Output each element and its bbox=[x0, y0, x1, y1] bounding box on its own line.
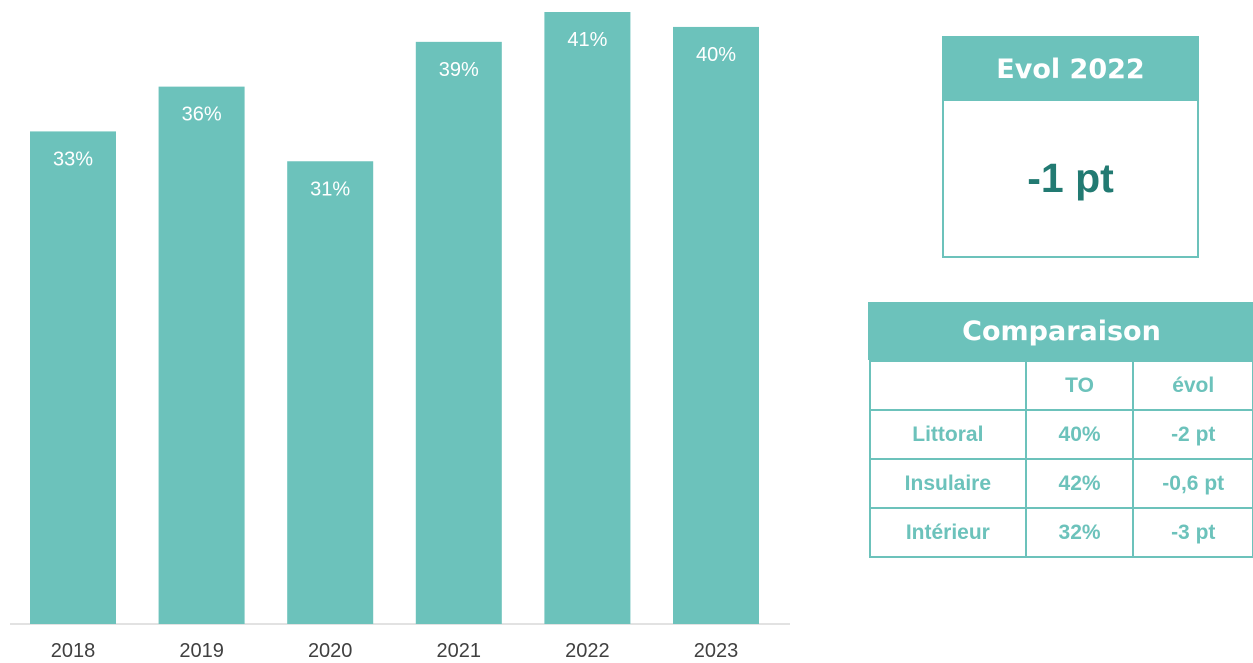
data-label: 39% bbox=[439, 59, 479, 81]
evol-title: Evol 2022 bbox=[944, 38, 1197, 101]
to-cell: 40% bbox=[1024, 409, 1135, 460]
evol-card: Evol 2022 -1 pt bbox=[942, 36, 1199, 258]
bar-2018 bbox=[30, 131, 116, 625]
x-tick-label: 2018 bbox=[51, 640, 96, 662]
table-row: Intérieur 32% -3 pt bbox=[869, 507, 1253, 558]
header-cell: évol bbox=[1132, 360, 1253, 411]
x-tick-labels-group: 2018 2019 2020 2021 2022 2023 bbox=[51, 640, 739, 662]
evol-value: -1 pt bbox=[1027, 155, 1114, 201]
to-cell: 32% bbox=[1024, 507, 1135, 558]
comparison-table: TO évol Littoral 40% -2 pt Insulaire 42%… bbox=[869, 360, 1253, 558]
x-tick-label: 2021 bbox=[437, 640, 482, 662]
row-label: Littoral bbox=[869, 409, 1027, 460]
data-labels-group: 33% 36% 31% 39% 41% 40% bbox=[53, 29, 736, 200]
row-label: Intérieur bbox=[869, 507, 1027, 558]
bars-group bbox=[30, 12, 759, 625]
comparison-table-card: Comparaison TO évol Littoral 40% -2 pt I… bbox=[868, 302, 1253, 558]
table-header-row: TO évol bbox=[869, 360, 1253, 411]
bar-2021 bbox=[415, 41, 502, 625]
table-row: Insulaire 42% -0,6 pt bbox=[869, 458, 1253, 509]
row-label: Insulaire bbox=[869, 458, 1027, 509]
x-tick-label: 2022 bbox=[565, 640, 610, 662]
evol-cell: -3 pt bbox=[1132, 507, 1253, 558]
bar-2020 bbox=[287, 161, 374, 624]
header-cell bbox=[869, 360, 1027, 411]
table-row: Littoral 40% -2 pt bbox=[869, 409, 1253, 460]
data-label: 33% bbox=[53, 148, 93, 170]
bar-2023 bbox=[673, 26, 759, 625]
comparison-title: Comparaison bbox=[868, 302, 1253, 360]
evol-cell: -0,6 pt bbox=[1132, 458, 1253, 509]
x-tick-label: 2019 bbox=[179, 640, 224, 662]
x-tick-label: 2023 bbox=[694, 640, 739, 662]
x-tick-label: 2020 bbox=[308, 640, 353, 662]
data-label: 31% bbox=[310, 178, 350, 200]
header-cell: TO bbox=[1024, 360, 1135, 411]
bar-chart: 33%36%31%39%41%40% 2018 2019 2020 2021 2022 2… bbox=[10, 12, 790, 662]
data-label: 36% bbox=[182, 104, 222, 126]
bar-2019 bbox=[158, 86, 245, 624]
bar-2022 bbox=[544, 12, 631, 624]
to-cell: 42% bbox=[1024, 458, 1135, 509]
data-label: 41% bbox=[567, 29, 607, 51]
evol-cell: -2 pt bbox=[1132, 409, 1253, 460]
data-label: 40% bbox=[696, 44, 736, 66]
